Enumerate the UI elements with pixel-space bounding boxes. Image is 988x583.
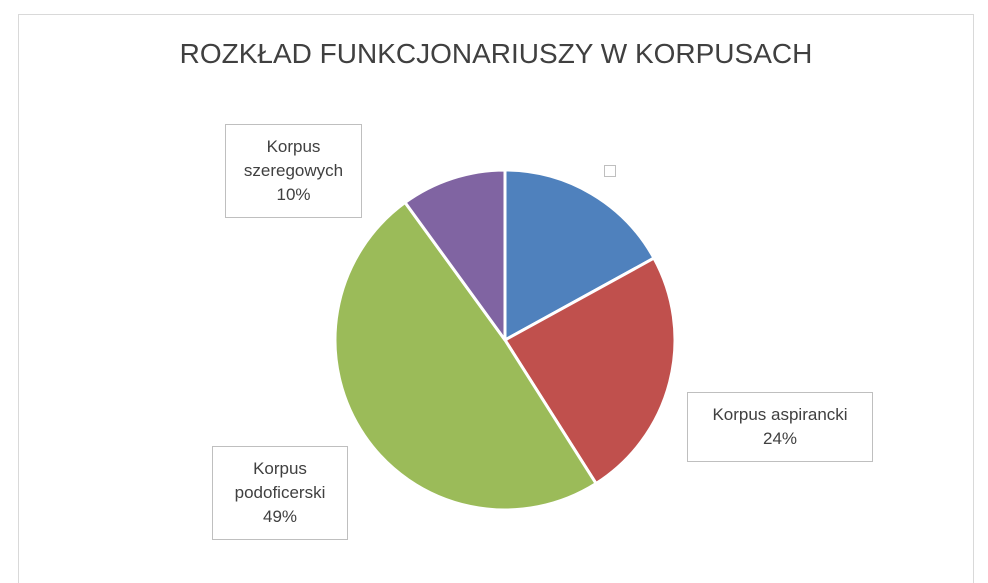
data-label: Korpus aspirancki 24% <box>687 392 873 462</box>
chart-title: ROZKŁAD FUNKCJONARIUSZY W KORPUSACH <box>179 38 813 69</box>
data-label: Korpus szeregowych 10% <box>225 124 362 218</box>
label-value: 24% <box>762 429 798 448</box>
pie-slice <box>403 168 507 342</box>
label-value: 49% <box>262 507 298 526</box>
chart-frame <box>18 14 974 583</box>
empty-label-box <box>604 165 616 177</box>
data-label: Korpus podoficerski 49% <box>212 446 348 540</box>
pie-slice <box>503 168 656 342</box>
label-category: Korpus podoficerski <box>234 459 326 502</box>
label-category: Korpus szeregowych <box>243 137 344 180</box>
label-value: 10% <box>276 185 311 204</box>
label-category: Korpus aspirancki <box>712 405 848 424</box>
pie-slice <box>503 256 677 486</box>
pie-slice <box>333 200 598 512</box>
